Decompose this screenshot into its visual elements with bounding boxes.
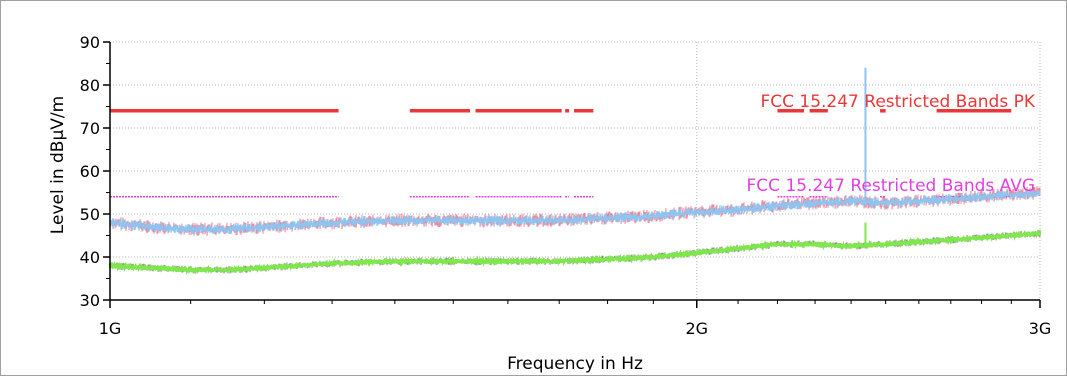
y-tick-label: 70 — [80, 119, 100, 138]
average-trace — [108, 229, 1042, 276]
axes: 30 40 50 60 70 80 90 1G 2G 3G — [80, 33, 1052, 338]
x-tick-label: 3G — [1029, 319, 1052, 338]
peak-trace — [109, 189, 1041, 235]
x-axis-title: Frequency in Hz — [507, 354, 643, 374]
y-axis-title: Level in dBµV/m — [48, 96, 68, 234]
x-tick-label: 2G — [685, 319, 708, 338]
y-tick-label: 30 — [80, 291, 100, 310]
y-tick-label: 60 — [80, 162, 100, 181]
y-tick-label: 80 — [80, 76, 100, 95]
avg-limit-label: FCC 15.247 Restricted Bands AVG — [747, 176, 1035, 196]
x-tick-label: 1G — [99, 319, 122, 338]
y-tick-label: 90 — [80, 33, 100, 52]
y-tick-label: 50 — [80, 205, 100, 224]
grid-lines — [110, 41, 1041, 300]
y-tick-label: 40 — [80, 248, 100, 267]
traces — [108, 67, 1042, 276]
pk-limit-label: FCC 15.247 Restricted Bands PK — [760, 92, 1035, 112]
